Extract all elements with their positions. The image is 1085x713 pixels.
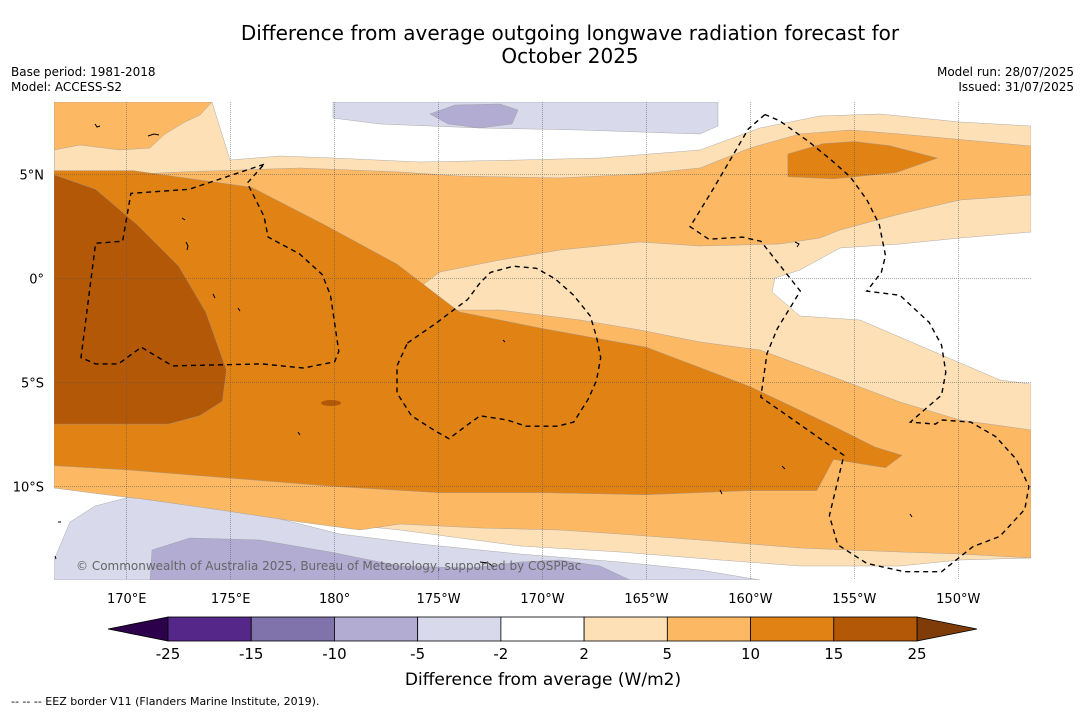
chart-title: Difference from average outgoing longwav… xyxy=(170,22,970,68)
y-tick-label: 5°S xyxy=(21,377,44,392)
island-outlines xyxy=(54,123,913,568)
eez-boundary xyxy=(80,163,340,369)
colorbar-tick-label: 2 xyxy=(579,645,589,663)
island-outline xyxy=(94,123,101,128)
colorbar: -25 -15 -10 -5 -2 2 5 10 15 25 xyxy=(107,616,978,663)
colorbar-bin xyxy=(666,616,751,642)
x-tick-label: 180° xyxy=(319,592,350,607)
anomaly-spot-brown xyxy=(321,400,341,406)
model-name: Model: ACCESS-S2 xyxy=(11,80,123,94)
island-outline xyxy=(212,293,216,299)
colorbar-tick-label: 5 xyxy=(663,645,673,663)
anomaly-region-dark-orange xyxy=(54,170,903,496)
colorbar-bin xyxy=(583,616,668,642)
base-period: Base period: 1981-2018 xyxy=(11,65,156,79)
island-outline xyxy=(147,133,160,137)
anomaly-region-lavender xyxy=(332,102,719,135)
island-outline xyxy=(502,339,506,343)
map-area: © Commonwealth of Australia 2025, Bureau… xyxy=(54,102,1031,580)
copyright-notice: © Commonwealth of Australia 2025, Bureau… xyxy=(76,559,581,573)
issued-date: Issued: 31/07/2025 xyxy=(958,80,1074,94)
anomaly-region-brown xyxy=(54,174,227,425)
x-tick-label: 170°E xyxy=(107,592,147,607)
colorbar-bin xyxy=(750,616,835,642)
y-axis-ticks: 5°N 0° 5°S 10°S xyxy=(13,169,44,496)
grid-lines xyxy=(54,102,1031,580)
x-tick-label: 155°W xyxy=(832,592,876,607)
colorbar-tick-label: 25 xyxy=(907,645,926,663)
island-outline xyxy=(54,555,57,560)
anomaly-region-lilac xyxy=(429,103,519,129)
colorbar-over-arrow xyxy=(916,616,978,642)
island-outline xyxy=(185,241,189,251)
x-tick-label: 175°W xyxy=(416,592,460,607)
colorbar-bin xyxy=(417,616,502,642)
y-tick-label: 5°N xyxy=(20,169,45,184)
y-tick-label: 10°S xyxy=(13,480,44,495)
colorbar-tick-label: -15 xyxy=(239,645,264,663)
model-run: Model run: 28/07/2025 xyxy=(936,65,1074,79)
eez-boundary xyxy=(689,113,1030,573)
island-outline xyxy=(479,561,495,568)
colorbar-tick-label: 10 xyxy=(741,645,760,663)
colorbar-bin xyxy=(250,616,335,642)
x-tick-label: 150°W xyxy=(936,592,980,607)
eez-border-lines xyxy=(80,113,1030,573)
chart-title-line1: Difference from average outgoing longwav… xyxy=(240,21,900,45)
y-tick-label: 0° xyxy=(29,273,44,288)
meta-right: Model run: 28/07/2025 Issued: 31/07/2025 xyxy=(937,65,1074,95)
island-outline xyxy=(781,465,786,470)
anomaly-region-dark-orange-ne xyxy=(787,141,939,180)
colorbar-tick-label: -5 xyxy=(410,645,425,663)
anomaly-region-lilac-south xyxy=(149,537,631,580)
colorbar-bin xyxy=(833,616,918,642)
x-axis-ticks: 170°E 175°E 180° 175°W 170°W 165°W 160°W 155°W 1… xyxy=(107,592,980,607)
colorbar-tick-label: -25 xyxy=(156,645,181,663)
colorbar-bin xyxy=(167,616,252,642)
island-outline xyxy=(719,489,723,495)
x-tick-label: 175°E xyxy=(211,592,251,607)
meta-left: Base period: 1981-2018 Model: ACCESS-S2 xyxy=(11,65,156,95)
chart-title-line2: October 2025 xyxy=(501,44,639,68)
colorbar-under-arrow xyxy=(107,616,169,642)
x-tick-label: 170°W xyxy=(520,592,564,607)
eez-footnote: -- -- -- EEZ border V11 (Flanders Marine… xyxy=(11,695,320,708)
island-outline xyxy=(794,241,800,248)
island-outline xyxy=(909,513,913,518)
island-outline xyxy=(181,217,186,221)
x-tick-label: 160°W xyxy=(728,592,772,607)
colorbar-tick-label: 15 xyxy=(824,645,843,663)
island-outline xyxy=(237,307,241,312)
colorbar-bin xyxy=(500,616,585,642)
colorbar-tick-label: -10 xyxy=(322,645,347,663)
x-tick-label: 165°W xyxy=(624,592,668,607)
colorbar-tick-label: -2 xyxy=(493,645,508,663)
island-outline xyxy=(297,431,301,436)
colorbar-bin xyxy=(334,616,419,642)
colorbar-label: Difference from average (W/m2) xyxy=(405,670,681,690)
